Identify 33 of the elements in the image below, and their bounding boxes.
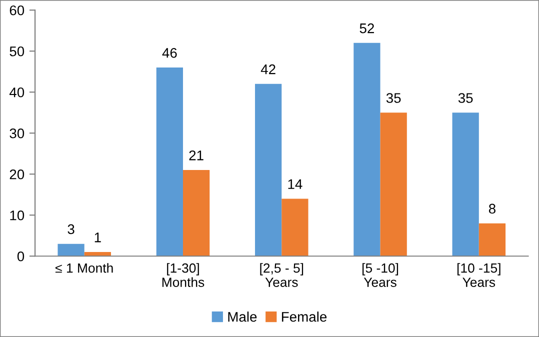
- y-tick-label: 10: [10, 210, 24, 220]
- bar: [254, 84, 282, 256]
- y-tick-label: 0: [17, 251, 24, 262]
- data-label: 42: [260, 64, 276, 74]
- data-label: 8: [488, 204, 496, 214]
- y-tick-label: 60: [10, 5, 24, 16]
- x-tick-label: [10 -15] Years: [457, 263, 500, 287]
- y-tick-label: 50: [10, 46, 24, 56]
- bar: [478, 223, 506, 256]
- data-label: 52: [360, 23, 374, 34]
- bar: [156, 68, 183, 256]
- data-label: 3: [68, 224, 74, 234]
- y-tick-label: 20: [10, 169, 24, 180]
- data-label: 21: [189, 150, 204, 160]
- bar: [182, 170, 210, 256]
- x-tick-label: ≤ 1 Month: [55, 263, 113, 273]
- bar: [452, 112, 479, 256]
- legend-label: Male: [228, 312, 257, 322]
- bar: [282, 198, 308, 256]
- data-label: 35: [458, 93, 473, 103]
- bar: [58, 244, 84, 256]
- x-tick-label: [1-30] Months: [162, 263, 204, 287]
- data-label: 46: [162, 48, 177, 58]
- data-label: 1: [94, 232, 101, 242]
- x-tick-label: [5 -10] Years: [362, 263, 398, 287]
- y-tick-label: 30: [10, 128, 24, 138]
- bar: [380, 112, 407, 256]
- y-tick-label: 40: [9, 87, 24, 98]
- x-tick-label: [2,5 - 5] Years: [260, 263, 304, 287]
- legend-label: Female: [282, 312, 327, 322]
- data-label: 35: [386, 93, 401, 103]
- data-label: 14: [288, 179, 302, 189]
- bar: [354, 42, 380, 256]
